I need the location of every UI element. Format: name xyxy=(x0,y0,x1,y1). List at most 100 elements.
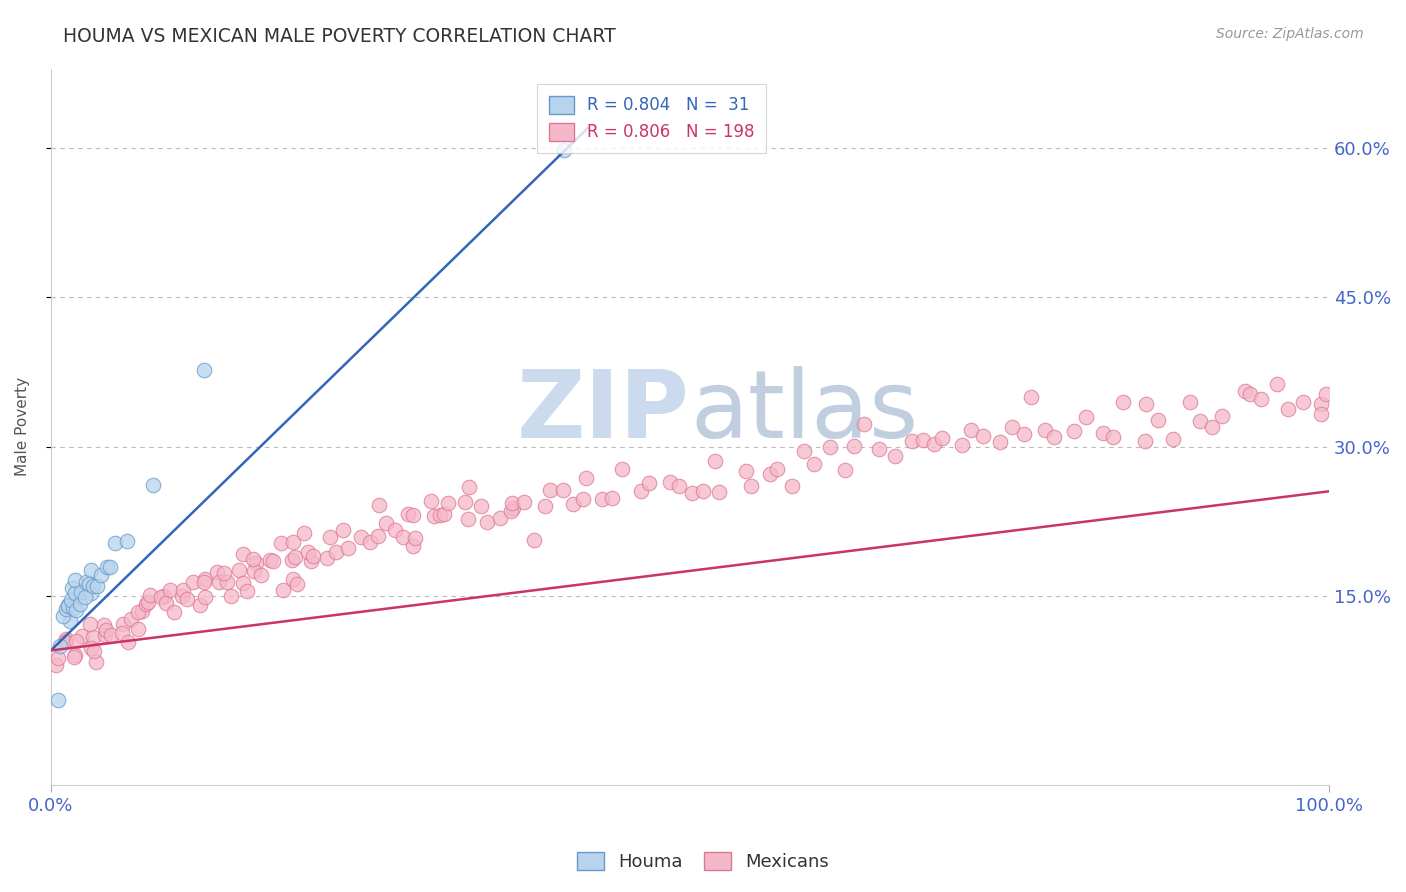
Point xyxy=(111,617,134,632)
Point xyxy=(325,545,347,559)
Point xyxy=(75,590,97,604)
Point xyxy=(561,497,583,511)
Point xyxy=(681,485,703,500)
Point xyxy=(1112,395,1135,409)
Point xyxy=(534,499,557,513)
Point xyxy=(1019,390,1042,404)
Point xyxy=(350,530,373,544)
Point xyxy=(153,589,176,603)
Point xyxy=(193,363,215,377)
Point xyxy=(104,536,127,550)
Point xyxy=(1012,426,1035,441)
Text: ZIP: ZIP xyxy=(517,367,690,458)
Point xyxy=(553,144,575,158)
Point xyxy=(1091,425,1114,440)
Point xyxy=(423,509,446,524)
Point xyxy=(1135,434,1157,449)
Point xyxy=(704,454,727,468)
Point xyxy=(793,443,815,458)
Point xyxy=(58,599,80,614)
Point xyxy=(163,605,186,619)
Point xyxy=(271,583,294,598)
Point xyxy=(232,575,254,590)
Point xyxy=(62,649,84,664)
Point xyxy=(270,536,292,550)
Point xyxy=(80,586,103,600)
Point xyxy=(868,442,890,456)
Point xyxy=(884,449,907,463)
Point xyxy=(217,575,239,590)
Point xyxy=(150,591,173,605)
Point xyxy=(93,618,115,632)
Point xyxy=(82,579,104,593)
Point xyxy=(1035,423,1057,437)
Point xyxy=(188,599,211,613)
Point xyxy=(759,467,782,482)
Point xyxy=(208,574,231,589)
Point xyxy=(62,601,84,615)
Point xyxy=(489,511,512,525)
Point xyxy=(75,574,97,589)
Point xyxy=(172,583,194,598)
Point xyxy=(912,433,935,447)
Point xyxy=(630,483,652,498)
Point xyxy=(232,547,254,561)
Point xyxy=(212,566,235,581)
Point xyxy=(384,523,406,537)
Point xyxy=(1161,433,1184,447)
Point xyxy=(502,500,524,515)
Point xyxy=(391,530,413,544)
Point xyxy=(475,515,498,529)
Point xyxy=(900,434,922,448)
Point xyxy=(402,508,425,522)
Point xyxy=(420,494,443,508)
Point xyxy=(86,579,108,593)
Point xyxy=(1291,395,1313,409)
Point xyxy=(183,575,205,590)
Point xyxy=(155,596,177,610)
Point xyxy=(1211,409,1233,423)
Point xyxy=(56,598,79,612)
Point xyxy=(55,632,77,647)
Point xyxy=(127,606,149,620)
Point xyxy=(131,604,153,618)
Point xyxy=(80,641,103,656)
Point xyxy=(82,630,104,644)
Point xyxy=(60,582,83,596)
Point xyxy=(734,464,756,478)
Point xyxy=(228,563,250,577)
Point xyxy=(834,462,856,476)
Point xyxy=(1188,414,1211,428)
Point xyxy=(297,545,319,559)
Point xyxy=(98,559,121,574)
Point xyxy=(83,644,105,658)
Point xyxy=(49,639,72,653)
Point xyxy=(194,591,217,605)
Point xyxy=(538,483,561,497)
Point xyxy=(1063,424,1085,438)
Text: Source: ZipAtlas.com: Source: ZipAtlas.com xyxy=(1216,27,1364,41)
Point xyxy=(513,495,536,509)
Point xyxy=(457,479,479,493)
Point xyxy=(780,479,803,493)
Point xyxy=(194,572,217,586)
Point xyxy=(404,531,426,545)
Point xyxy=(65,633,87,648)
Point xyxy=(740,478,762,492)
Point xyxy=(1001,420,1024,434)
Point xyxy=(337,541,360,555)
Point xyxy=(437,496,460,510)
Point xyxy=(139,588,162,602)
Point xyxy=(668,479,690,493)
Point xyxy=(242,552,264,566)
Point xyxy=(284,549,307,564)
Point xyxy=(818,440,841,454)
Point xyxy=(457,512,479,526)
Y-axis label: Male Poverty: Male Poverty xyxy=(15,377,30,476)
Point xyxy=(159,582,181,597)
Point xyxy=(315,550,337,565)
Point xyxy=(1076,410,1098,425)
Point xyxy=(1310,397,1333,411)
Point xyxy=(193,575,215,590)
Point xyxy=(65,603,87,617)
